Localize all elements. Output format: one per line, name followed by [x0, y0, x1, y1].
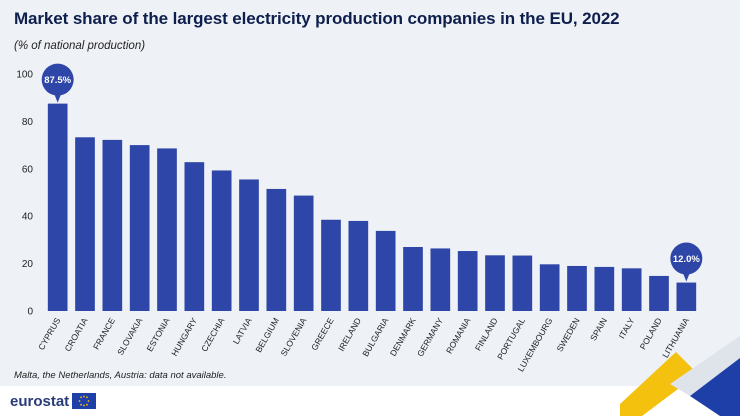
y-tick-label: 20: [22, 259, 34, 270]
x-tick-label: FINLAND: [473, 316, 500, 353]
x-tick-label: LATVIA: [231, 316, 254, 346]
bar-france: [102, 139, 123, 311]
bar-ireland: [348, 220, 369, 311]
bar-poland: [649, 275, 669, 311]
value-callout: [41, 63, 74, 96]
y-tick-label: 100: [16, 70, 33, 81]
chart-subtitle: (% of national production): [14, 40, 146, 52]
x-tick-label: GREECE: [309, 316, 336, 352]
x-tick-label: ESTONIA: [144, 316, 171, 353]
x-tick-label: CROATIA: [62, 316, 89, 353]
x-tick-label: BULGARIA: [360, 316, 390, 359]
bar-sweden: [567, 265, 587, 311]
brand-name: eurostat: [10, 392, 70, 410]
bar-czechia: [211, 170, 232, 311]
x-tick-label: CYPRUS: [36, 316, 63, 352]
bar-lithuania: [676, 282, 697, 311]
value-callout: [670, 242, 703, 275]
bar-portugal: [512, 255, 533, 311]
data-label: 87.5%: [44, 75, 71, 86]
bar-slovenia: [293, 195, 314, 311]
x-tick-label: GERMANY: [415, 316, 445, 359]
bar-croatia: [75, 137, 95, 311]
corner-decoration: [620, 336, 740, 416]
y-tick-label: 80: [22, 117, 34, 128]
bar-hungary: [184, 162, 205, 311]
bar-denmark: [403, 247, 423, 311]
bar-finland: [485, 255, 505, 311]
eu-flag-icon: [72, 393, 97, 409]
y-tick-label: 60: [22, 164, 34, 175]
x-tick-label: HUNGARY: [169, 316, 199, 358]
bar-slovakia: [129, 145, 150, 311]
y-tick-label: 40: [22, 212, 34, 223]
x-tick-label: IRELAND: [336, 316, 363, 353]
x-tick-label: SLOVENIA: [278, 316, 308, 358]
x-tick-label: SPAIN: [588, 316, 609, 343]
x-tick-label: BELGIUM: [253, 316, 281, 354]
y-tick-label: 0: [27, 307, 33, 318]
chart-title: Market share of the largest electricity …: [14, 9, 620, 28]
x-tick-label: CZECHIA: [199, 316, 226, 354]
chart-panel: [0, 0, 740, 386]
x-tick-label: ROMANIA: [444, 316, 473, 356]
bar-bulgaria: [375, 230, 396, 311]
bar-greece: [321, 219, 341, 311]
bar-italy: [621, 268, 642, 311]
data-label: 12.0%: [673, 254, 700, 265]
x-tick-label: SWEDEN: [554, 316, 581, 353]
bar-germany: [430, 248, 451, 311]
bar-cyprus: [47, 103, 68, 311]
bar-spain: [594, 266, 615, 311]
eurostat-logo: eurostat: [10, 392, 97, 410]
bar-belgium: [266, 188, 287, 311]
x-tick-label: SLOVAKIA: [115, 316, 145, 357]
bar-romania: [457, 251, 478, 311]
x-tick-label: DENMARK: [388, 316, 418, 358]
bar-latvia: [239, 179, 259, 311]
bar-estonia: [157, 148, 177, 311]
footnote: Malta, the Netherlands, Austria: data no…: [14, 370, 227, 381]
x-tick-label: FRANCE: [91, 316, 117, 352]
bar-luxembourg: [539, 264, 560, 311]
